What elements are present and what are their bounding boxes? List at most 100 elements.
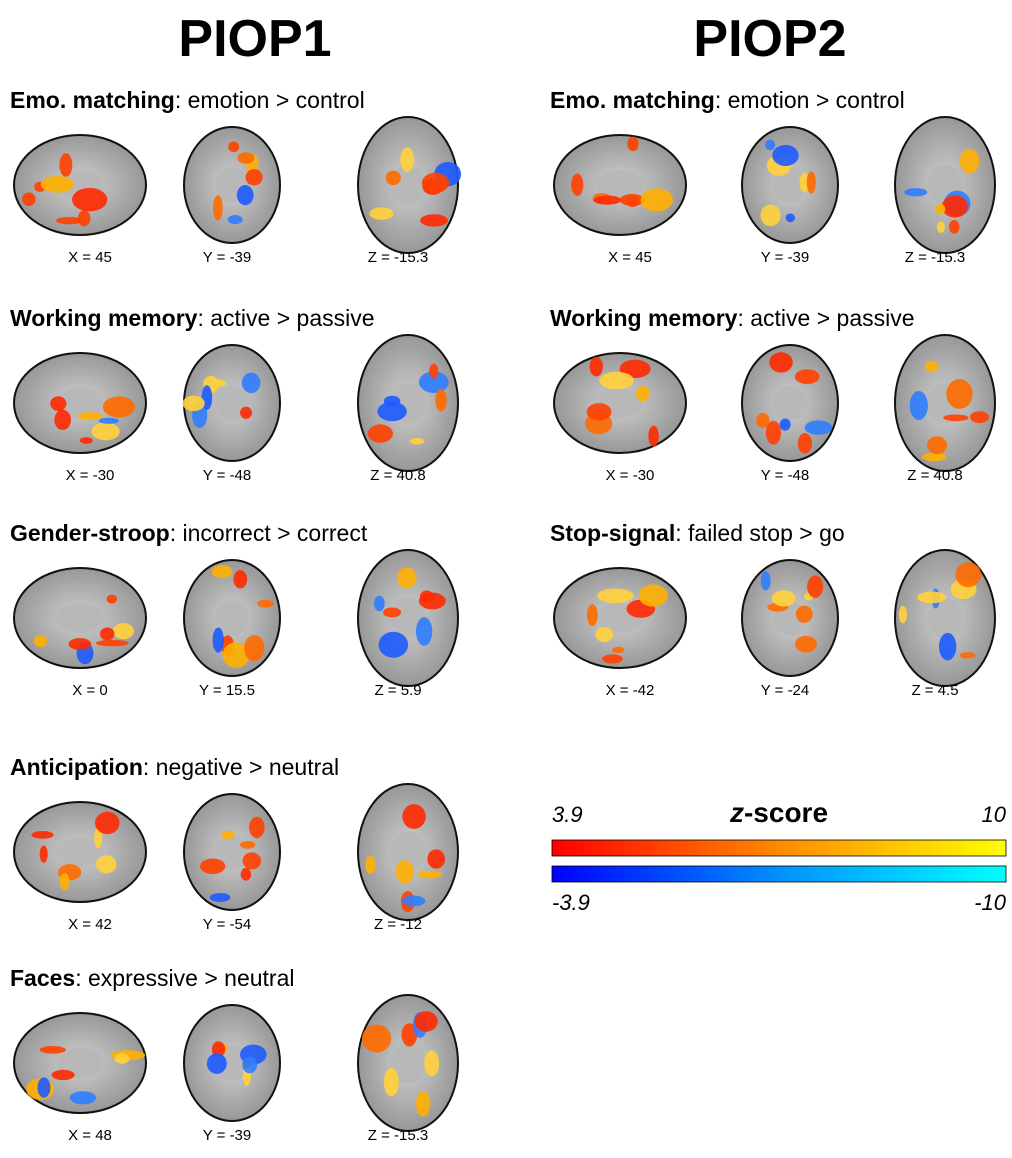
panel-header: Emo. matching: emotion > control: [550, 87, 905, 113]
activation-blob: [210, 893, 231, 902]
activation-blob: [416, 1091, 431, 1117]
activation-blob: [805, 420, 833, 434]
slice-label: X = -30: [66, 467, 115, 484]
activation-blob: [244, 635, 264, 661]
activation-blob: [435, 389, 446, 412]
activation-blob: [77, 412, 103, 420]
brain-slice: [895, 550, 995, 686]
slice-label: X = -30: [606, 467, 655, 484]
brain-core: [57, 603, 103, 633]
activation-blob: [41, 176, 75, 193]
column-title: PIOP2: [693, 10, 846, 68]
task-name: Stop-signal: [550, 520, 675, 546]
activation-blob: [369, 207, 393, 220]
contrast: : expressive > neutral: [75, 965, 294, 991]
page: 3.9 10 -3.9 -10 z-score PIOP1Emo. matchi…: [0, 0, 1012, 1158]
activation-blob: [587, 604, 598, 626]
brain-slice: [895, 117, 995, 253]
activation-blob: [379, 632, 409, 658]
task-name: Gender-stroop: [10, 520, 170, 546]
task-name: Faces: [10, 965, 75, 991]
colorbar-title-rest: -score: [744, 797, 828, 828]
activation-blob: [99, 418, 119, 424]
contrast: : negative > neutral: [143, 754, 339, 780]
activation-blob: [72, 188, 107, 211]
activation-blob: [52, 1070, 75, 1080]
slice-label: Y = -48: [203, 467, 252, 484]
activation-blob: [925, 361, 938, 373]
figure: 3.9 10 -3.9 -10 z-score PIOP1Emo. matchi…: [0, 0, 1012, 1153]
activation-blob: [627, 137, 638, 151]
activation-blob: [237, 152, 254, 164]
activation-blob: [68, 638, 91, 650]
slice-label: Z = 4.5: [911, 682, 958, 699]
activation-blob: [795, 636, 817, 653]
task-name: Anticipation: [10, 754, 143, 780]
activation-blob: [599, 372, 634, 389]
activation-blob: [365, 856, 375, 874]
activation-blob: [240, 407, 252, 419]
activation-blob: [50, 396, 66, 411]
slice-label: Y = -24: [761, 682, 810, 699]
slice-label: Y = 15.5: [199, 682, 255, 699]
activation-blob: [249, 817, 265, 838]
activation-blob: [927, 436, 947, 454]
panel-header: Faces: expressive > neutral: [10, 965, 294, 991]
activation-blob: [798, 433, 812, 454]
activation-blob: [243, 852, 261, 869]
activation-blob: [402, 895, 425, 906]
activation-blob: [183, 396, 205, 412]
brain-slice: [358, 784, 458, 920]
activation-blob: [418, 871, 443, 879]
panel-header: Anticipation: negative > neutral: [10, 754, 339, 780]
activation-blob: [943, 414, 968, 421]
activation-blob: [96, 855, 117, 873]
activation-blob: [946, 379, 972, 409]
activation-blob: [939, 633, 956, 661]
activation-blob: [590, 357, 603, 377]
brain-slice: [183, 345, 280, 461]
colorbar-label: -10: [974, 890, 1007, 915]
slice-label: Y = -48: [761, 467, 810, 484]
brain-slice: [895, 335, 995, 471]
activation-blob: [240, 841, 255, 849]
activation-blob: [37, 1077, 50, 1097]
activation-blob: [78, 210, 91, 226]
activation-blob: [760, 205, 780, 227]
colorbar-label: -3.9: [552, 890, 590, 915]
activation-blob: [362, 1025, 391, 1053]
activation-blob: [937, 221, 945, 233]
activation-blob: [415, 1011, 438, 1032]
colorbar-label: 3.9: [552, 802, 583, 827]
brain-core: [773, 386, 807, 421]
activation-blob: [228, 215, 243, 224]
activation-blob: [786, 213, 795, 222]
activation-blob: [756, 413, 769, 428]
activation-blob: [397, 567, 417, 588]
activation-blob: [410, 438, 425, 445]
brain-slice: [184, 560, 280, 676]
activation-blob: [922, 453, 947, 461]
activation-blob: [34, 635, 47, 647]
brain-slice: [742, 345, 838, 461]
activation-blob: [904, 188, 927, 196]
activation-blob: [396, 860, 414, 884]
slice-label: X = 48: [68, 1127, 112, 1144]
task-name: Emo. matching: [10, 87, 175, 113]
panel-header: Working memory: active > passive: [550, 305, 915, 331]
activation-blob: [242, 1057, 257, 1074]
brain-slice: [184, 127, 280, 243]
activation-blob: [80, 437, 93, 444]
activation-blob: [60, 873, 70, 890]
activation-blob: [233, 570, 247, 588]
activation-blob: [242, 373, 261, 394]
brain-slice: [358, 995, 458, 1131]
activation-blob: [960, 652, 976, 658]
contrast: : emotion > control: [715, 87, 905, 113]
activation-blob: [571, 174, 583, 196]
activation-blob: [427, 849, 445, 868]
activation-blob: [949, 220, 960, 234]
activation-blob: [960, 149, 979, 174]
activation-blob: [96, 640, 129, 647]
activation-blob: [400, 147, 414, 172]
